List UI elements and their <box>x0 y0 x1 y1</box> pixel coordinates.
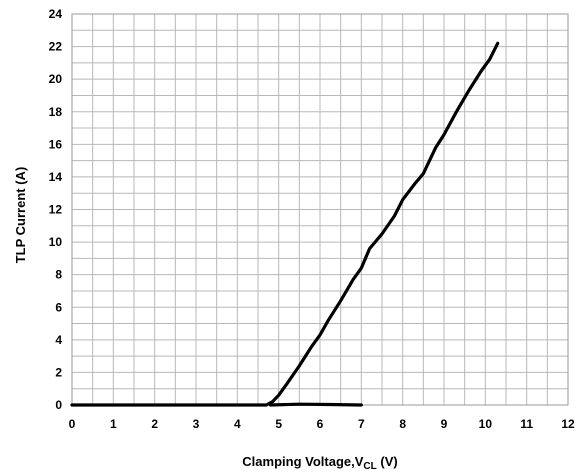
x-tick-label: 11 <box>520 417 533 431</box>
x-tick-label: 7 <box>358 417 365 431</box>
x-tick-labels: 0 1 2 3 4 5 6 7 8 9 10 11 12 <box>69 417 575 431</box>
x-tick-label: 0 <box>69 417 76 431</box>
y-tick-label: 10 <box>49 235 63 249</box>
x-tick-label: 4 <box>234 417 241 431</box>
x-axis-label-main: Clamping Voltage,V <box>242 454 363 469</box>
x-tick-label: 6 <box>317 417 324 431</box>
x-tick-label: 2 <box>151 417 158 431</box>
x-tick-label: 9 <box>441 417 448 431</box>
y-tick-label: 24 <box>49 7 63 21</box>
y-axis-label: TLP Current (A) <box>13 167 28 264</box>
x-tick-label: 10 <box>479 417 493 431</box>
chart-grid <box>71 13 569 406</box>
y-tick-label: 12 <box>49 203 63 217</box>
x-axis-label: Clamping Voltage,VCL (V) <box>242 454 397 472</box>
x-tick-label: 12 <box>561 417 575 431</box>
y-tick-label: 22 <box>49 40 63 54</box>
y-tick-label: 14 <box>49 170 63 184</box>
series-line-1 <box>70 41 500 407</box>
y-tick-label: 6 <box>55 300 62 314</box>
x-tick-label: 3 <box>193 417 200 431</box>
y-tick-label: 2 <box>55 365 62 379</box>
y-tick-label: 16 <box>49 137 63 151</box>
y-tick-label: 8 <box>55 268 62 282</box>
y-tick-label: 4 <box>55 333 62 347</box>
y-tick-label: 20 <box>49 72 63 86</box>
series-layer <box>70 41 500 407</box>
x-tick-label: 1 <box>110 417 117 431</box>
y-tick-label: 18 <box>49 105 63 119</box>
x-axis-label-subscript: CL <box>363 461 376 472</box>
x-tick-label: 8 <box>399 417 406 431</box>
y-tick-label: 0 <box>55 398 62 412</box>
x-tick-label: 5 <box>275 417 282 431</box>
series-line-2 <box>268 402 363 407</box>
x-axis-label-unit: (V) <box>377 454 398 469</box>
